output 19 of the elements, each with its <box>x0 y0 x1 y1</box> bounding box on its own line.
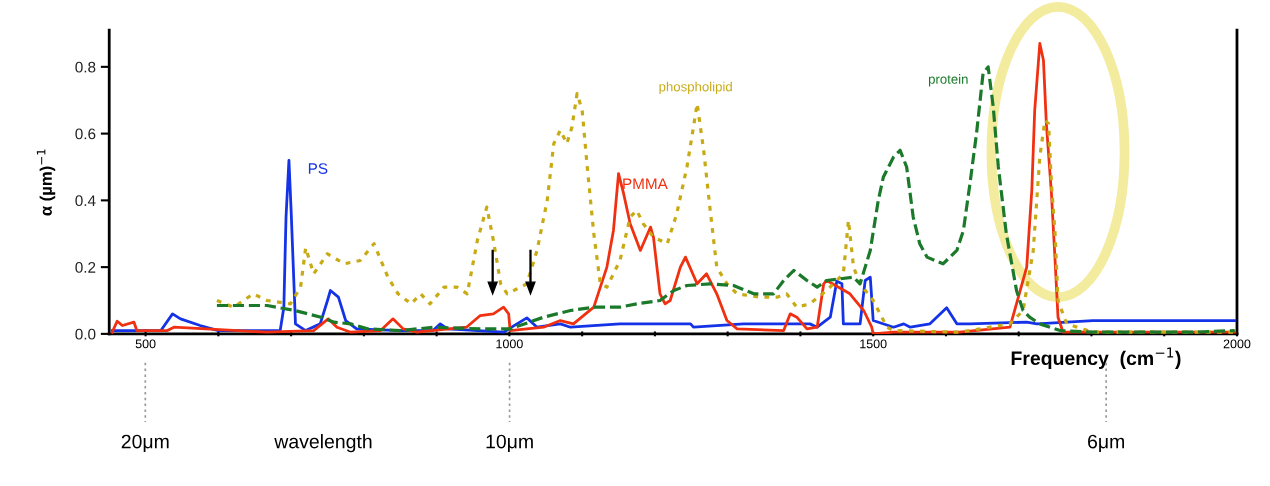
text: 20μm <box>121 434 169 452</box>
x-tick-label: 1500 <box>860 339 887 349</box>
y-tick-label: 0.6 <box>75 128 96 140</box>
series-label: PS <box>308 163 328 174</box>
y-tick-label: 0.8 <box>75 61 96 73</box>
y-tick-label: 0.0 <box>75 328 96 340</box>
y-tick-label: 0.2 <box>75 261 96 273</box>
y-tick-label: 0.4 <box>75 195 96 207</box>
x-tick-label: 2000 <box>1223 339 1251 349</box>
y-axis-title: α (µm)$^{−1}$ <box>36 149 56 216</box>
text: wavelength <box>274 434 372 453</box>
x-tick-label: 500 <box>135 339 156 349</box>
series-label: phospholipid <box>659 81 732 94</box>
x-tick-label: 1000 <box>496 339 523 349</box>
series-label: protein <box>928 74 968 87</box>
x-axis-title: Frequency (cm$^{−1}$) <box>1011 347 1181 369</box>
series-label: PMMA <box>623 178 668 189</box>
text: 6μm <box>1088 434 1124 452</box>
text: 10μm <box>486 434 533 452</box>
